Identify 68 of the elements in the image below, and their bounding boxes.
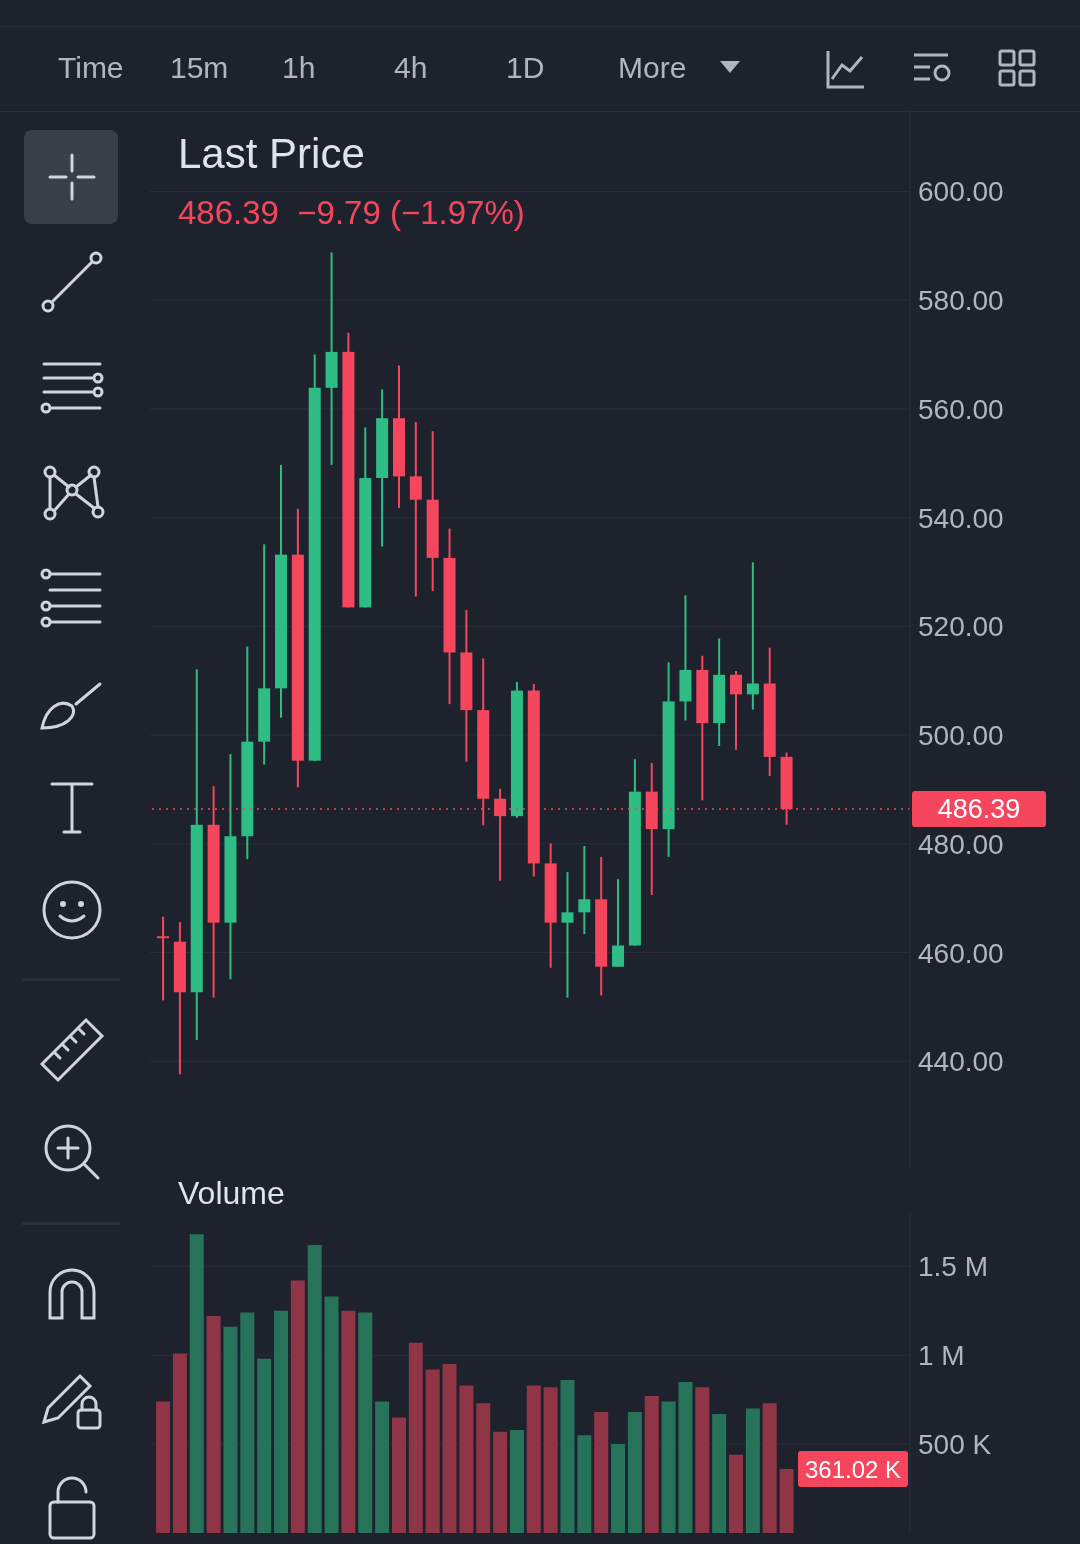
bar bbox=[509, 1429, 524, 1533]
bar bbox=[324, 1296, 339, 1533]
text: Time bbox=[58, 51, 124, 85]
bar bbox=[257, 1358, 272, 1533]
bar bbox=[577, 1435, 592, 1533]
bar bbox=[358, 1312, 373, 1533]
text: 1D bbox=[506, 51, 545, 85]
y-tick-label: 460.00 bbox=[918, 937, 1004, 969]
bar bbox=[661, 1401, 676, 1533]
ref-line-label: 486.39 bbox=[937, 794, 1021, 825]
bar bbox=[712, 1413, 727, 1533]
bar bbox=[627, 1412, 642, 1533]
text: 486.39 −9.79 (−1.97%) bbox=[178, 194, 525, 232]
bar bbox=[729, 1454, 743, 1533]
bar bbox=[274, 1310, 289, 1533]
bar bbox=[695, 1387, 710, 1533]
bar bbox=[189, 1234, 204, 1533]
bar bbox=[543, 1387, 558, 1533]
bar bbox=[779, 1469, 794, 1533]
bar bbox=[644, 1396, 659, 1533]
y-tick-label: 600.00 bbox=[918, 176, 1004, 208]
bar bbox=[459, 1385, 474, 1533]
bar bbox=[223, 1326, 238, 1533]
candlestick bbox=[746, 561, 759, 711]
y-tick-label: 500.00 bbox=[918, 720, 1004, 752]
bar bbox=[206, 1316, 221, 1533]
text: 1h bbox=[282, 51, 316, 85]
candlestick bbox=[561, 871, 574, 999]
y-tick-label: 1 M bbox=[918, 1340, 965, 1372]
bar bbox=[493, 1431, 508, 1533]
bar bbox=[560, 1380, 575, 1533]
bar bbox=[611, 1444, 626, 1533]
candlestick bbox=[730, 669, 742, 751]
text: 15m bbox=[170, 51, 229, 85]
candlestick bbox=[612, 878, 625, 968]
text: Last Price bbox=[178, 130, 365, 178]
y-tick-label: 540.00 bbox=[918, 502, 1004, 534]
candlestick bbox=[578, 845, 591, 936]
y-tick-label: 480.00 bbox=[918, 828, 1004, 860]
bar bbox=[526, 1385, 541, 1533]
bar bbox=[408, 1342, 423, 1533]
bar bbox=[594, 1412, 609, 1533]
bar bbox=[307, 1245, 322, 1533]
chart-title: Volume bbox=[177, 1175, 286, 1213]
text: 361.02 K bbox=[804, 1456, 902, 1483]
bar bbox=[678, 1381, 693, 1533]
bar bbox=[745, 1408, 760, 1533]
y-tick-label: 520.00 bbox=[918, 611, 1004, 643]
bar bbox=[240, 1312, 255, 1533]
y-tick-label: 580.00 bbox=[918, 285, 1004, 317]
text: 4h bbox=[394, 51, 428, 85]
bar bbox=[341, 1310, 356, 1533]
bar bbox=[290, 1280, 305, 1533]
bar bbox=[442, 1364, 457, 1533]
y-tick-label: 500 K bbox=[918, 1429, 992, 1461]
bar bbox=[375, 1401, 390, 1533]
bar bbox=[425, 1369, 440, 1533]
bar bbox=[156, 1401, 171, 1533]
candlestick bbox=[157, 915, 170, 1002]
bar bbox=[762, 1403, 777, 1533]
bar bbox=[391, 1417, 406, 1533]
y-tick-label: 560.00 bbox=[918, 393, 1004, 425]
y-tick-label: 1.5 M bbox=[918, 1251, 989, 1283]
text: More bbox=[618, 51, 687, 85]
bar bbox=[172, 1353, 187, 1533]
candlestick bbox=[409, 421, 422, 598]
bar bbox=[476, 1403, 491, 1533]
y-tick-label: 440.00 bbox=[918, 1046, 1004, 1078]
